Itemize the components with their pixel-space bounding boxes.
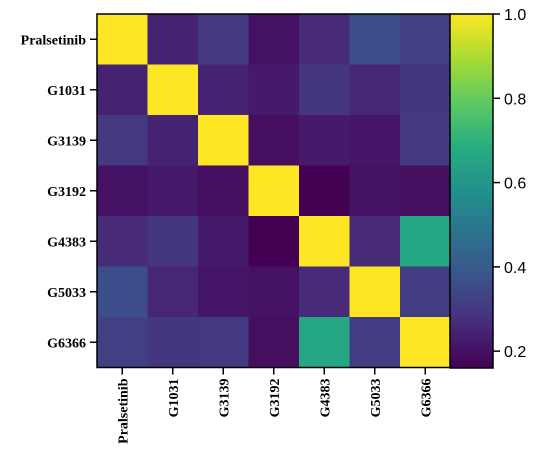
heatmap-cell (198, 14, 249, 65)
heatmap-cell (198, 266, 249, 318)
heatmap-cell (248, 216, 300, 267)
heatmap-cell (400, 165, 451, 217)
heatmap-cell (198, 115, 249, 166)
heatmap-cell (349, 14, 401, 65)
heatmap-cell (97, 64, 148, 116)
heatmap-cell (400, 216, 451, 267)
heatmap-cell (97, 317, 148, 368)
heatmap-cell (97, 216, 148, 267)
heatmap-cell (400, 64, 451, 116)
heatmap-cell (147, 216, 199, 267)
heatmap-cell (299, 317, 350, 368)
y-tick-label: G5033 (47, 286, 86, 301)
heatmap-cell (299, 115, 350, 166)
heatmap-cell (248, 165, 300, 217)
heatmap-cell (147, 317, 199, 368)
heatmap-cell (400, 115, 451, 166)
x-tick-label: G6366 (419, 379, 434, 418)
heatmap-cell (299, 14, 350, 65)
heatmap-cell (400, 266, 451, 318)
heatmap-cell (248, 266, 300, 318)
heatmap-cell (248, 14, 300, 65)
colorbar-tick-label: 0.2 (504, 344, 526, 361)
x-tick-label: Pralsetinib (116, 378, 131, 444)
heatmap-cells (97, 14, 451, 368)
colorbar-tick-label: 0.8 (504, 91, 526, 108)
heatmap-cell (349, 115, 401, 166)
heatmap-cell (349, 317, 401, 368)
y-tick-label: G3139 (47, 134, 86, 149)
x-tick-label: G4383 (318, 379, 333, 418)
heatmap-cell (299, 266, 350, 318)
heatmap-cell (97, 165, 148, 217)
y-tick-label: Pralsetinib (21, 33, 87, 48)
y-tick-label: G1031 (47, 84, 86, 99)
x-tick-label: G5033 (369, 379, 384, 418)
colorbar: 0.2 0.4 0.6 0.8 1.0 (449, 7, 526, 369)
heatmap-cell (400, 14, 451, 65)
y-tick-label: G4383 (47, 235, 86, 250)
y-tick-label: G3192 (47, 185, 86, 200)
heatmap-cell (248, 64, 300, 116)
heatmap-cell (147, 64, 199, 116)
heatmap-cell (349, 266, 401, 318)
x-tick-label: G3139 (217, 379, 232, 418)
x-axis: Pralsetinib G1031 G3139 G3192 G4383 G5033 G636… (116, 367, 434, 444)
heatmap-cell (198, 317, 249, 368)
y-axis: Pralsetinib G1031 G3139 G3192 G4383 G5033 G636… (21, 33, 97, 351)
colorbar-tick-label: 0.4 (504, 260, 526, 277)
heatmap-cell (97, 115, 148, 166)
heatmap-cell (400, 317, 451, 368)
heatmap-cell (147, 266, 199, 318)
heatmap-cell (349, 64, 401, 116)
heatmap-cell (147, 165, 199, 217)
heatmap-cell (299, 165, 350, 217)
heatmap-cell (147, 14, 199, 65)
heatmap-cell (299, 216, 350, 267)
heatmap-cell (248, 317, 300, 368)
x-tick-label: G1031 (167, 379, 182, 418)
colorbar-tick-label: 1.0 (504, 7, 526, 24)
heatmap-cell (97, 266, 148, 318)
heatmap-cell (198, 216, 249, 267)
colorbar-tick-label: 0.6 (504, 176, 526, 193)
y-tick-label: G6366 (47, 336, 86, 351)
heatmap-cell (198, 64, 249, 116)
x-tick-label: G3192 (268, 379, 283, 418)
colorbar-gradient (449, 13, 494, 369)
heatmap-cell (147, 115, 199, 166)
heatmap-cell (349, 165, 401, 217)
heatmap-cell (198, 165, 249, 217)
heatmap-cell (248, 115, 300, 166)
heatmap-cell (299, 64, 350, 116)
heatmap-cell (349, 216, 401, 267)
colorbar-ticks: 0.2 0.4 0.6 0.8 1.0 (493, 7, 526, 361)
heatmap-cell (97, 14, 148, 65)
